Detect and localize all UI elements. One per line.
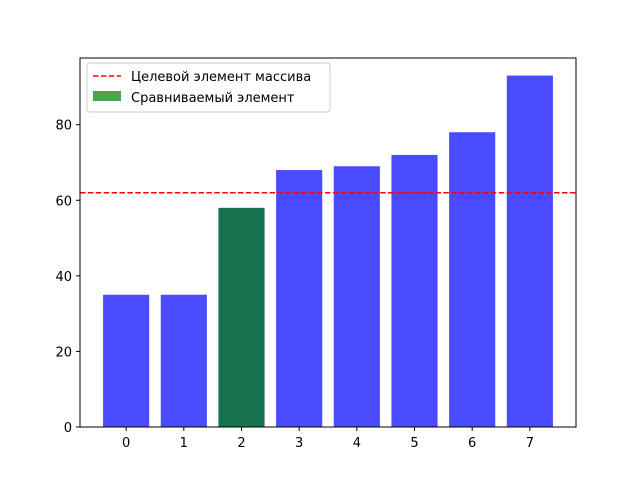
y-tick-label-40: 40 <box>55 270 72 285</box>
x-tick-label-4: 4 <box>353 436 361 451</box>
legend-compared-swatch <box>93 91 121 101</box>
axes-group: 0 1 2 3 4 5 6 7 0 20 40 60 80 <box>55 119 534 451</box>
legend-target-label: Целевой элемент массива <box>131 70 311 85</box>
bar-2 <box>218 207 265 427</box>
x-tick-label-6: 6 <box>468 436 476 451</box>
x-tick-label-2: 2 <box>237 436 245 451</box>
y-tick-label-0: 0 <box>64 421 72 436</box>
bar-7 <box>506 75 553 428</box>
plot-frame <box>79 57 577 428</box>
bars-group <box>103 75 553 428</box>
bar-5 <box>391 154 438 427</box>
x-tick-label-7: 7 <box>526 436 534 451</box>
x-tick-label-0: 0 <box>122 436 130 451</box>
y-tick-label-80: 80 <box>55 119 72 134</box>
bar-6 <box>449 132 496 427</box>
legend-compared-label: Сравниваемый элемент <box>131 91 295 106</box>
y-tick-label-60: 60 <box>55 194 72 209</box>
legend: Целевой элемент массива Сравниваемый эле… <box>86 62 331 113</box>
bar-3 <box>276 170 323 427</box>
bar-4 <box>333 166 380 427</box>
bar-0 <box>103 294 150 427</box>
y-tick-label-20: 20 <box>55 345 72 360</box>
bar-1 <box>160 294 207 427</box>
x-tick-label-5: 5 <box>410 436 418 451</box>
x-tick-label-3: 3 <box>295 436 303 451</box>
legend-box <box>86 62 331 113</box>
x-tick-label-1: 1 <box>180 436 188 451</box>
